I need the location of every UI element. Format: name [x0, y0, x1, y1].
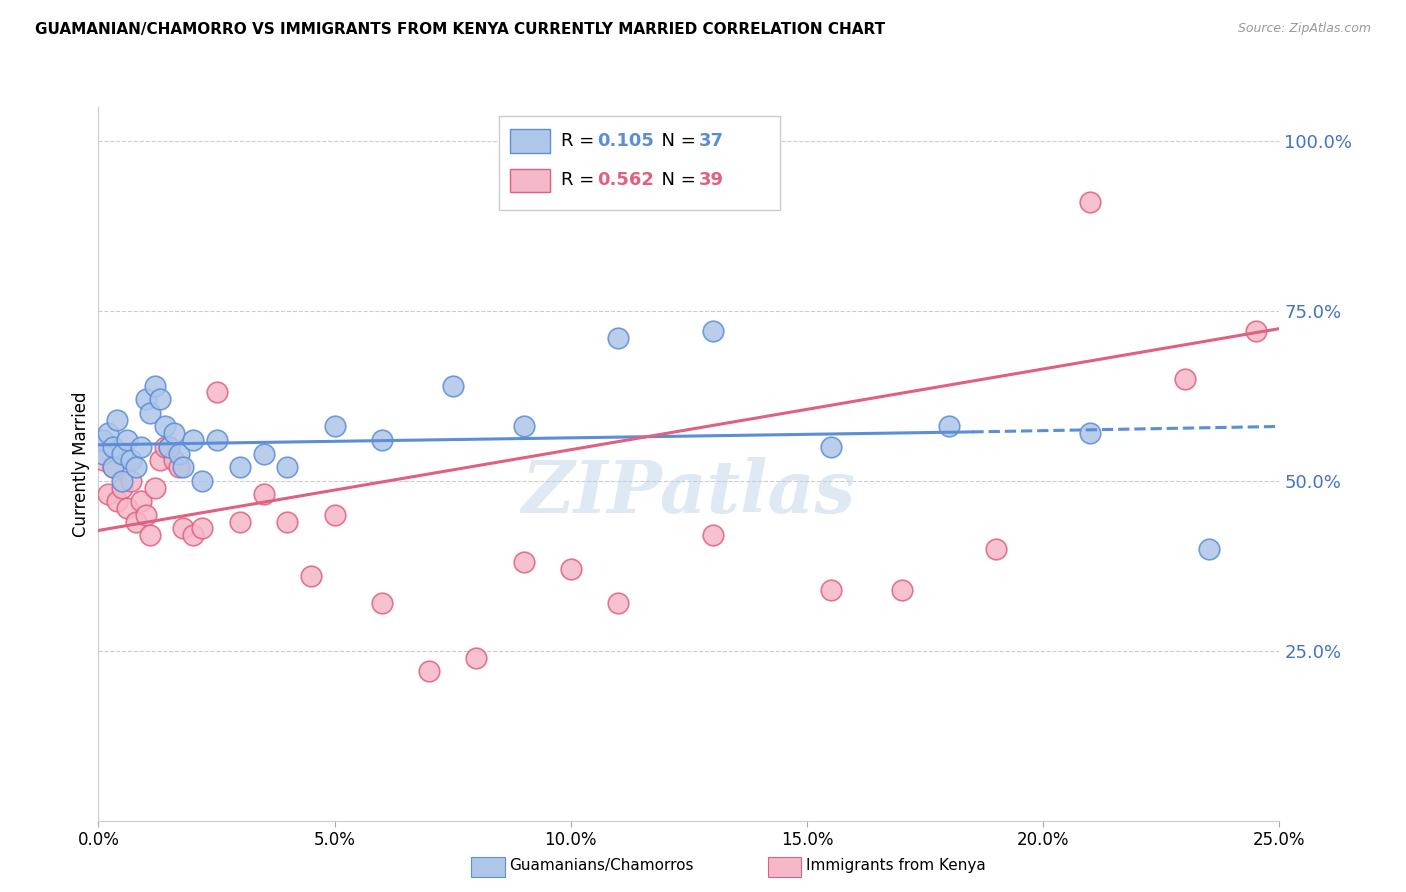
Point — [229, 515, 252, 529]
Point — [1080, 426, 1102, 441]
Point — [607, 331, 630, 345]
Point — [125, 515, 148, 529]
Point — [139, 528, 162, 542]
Text: R =: R = — [561, 171, 600, 189]
Text: R =: R = — [561, 132, 600, 150]
Point — [157, 440, 180, 454]
Point — [97, 487, 120, 501]
Point — [1198, 541, 1220, 556]
Point — [149, 392, 172, 407]
Point — [1244, 324, 1267, 338]
Text: 37: 37 — [699, 132, 724, 150]
Point — [205, 433, 228, 447]
Point — [512, 419, 534, 434]
Point — [101, 460, 124, 475]
Point — [125, 460, 148, 475]
Point — [167, 447, 190, 461]
Text: GUAMANIAN/CHAMORRO VS IMMIGRANTS FROM KENYA CURRENTLY MARRIED CORRELATION CHART: GUAMANIAN/CHAMORRO VS IMMIGRANTS FROM KE… — [35, 22, 886, 37]
Point — [163, 453, 186, 467]
Point — [418, 664, 440, 678]
Point — [607, 596, 630, 610]
Point — [371, 596, 394, 610]
Point — [121, 453, 143, 467]
Point — [371, 433, 394, 447]
Point — [101, 440, 124, 454]
Y-axis label: Currently Married: Currently Married — [72, 391, 90, 537]
Point — [253, 447, 276, 461]
Point — [111, 447, 134, 461]
Point — [143, 378, 166, 392]
Text: ZIPatlas: ZIPatlas — [522, 457, 856, 528]
Point — [465, 650, 488, 665]
Text: Guamanians/Chamorros: Guamanians/Chamorros — [509, 858, 693, 872]
Point — [560, 562, 582, 576]
Point — [191, 474, 214, 488]
Point — [253, 487, 276, 501]
Point — [91, 433, 114, 447]
Point — [984, 541, 1007, 556]
Text: N =: N = — [650, 171, 702, 189]
Point — [276, 515, 298, 529]
Point — [129, 494, 152, 508]
Point — [149, 453, 172, 467]
Point — [129, 440, 152, 454]
Point — [172, 521, 194, 535]
Point — [820, 440, 842, 454]
Point — [101, 460, 124, 475]
Point — [115, 433, 138, 447]
Point — [191, 521, 214, 535]
Point — [135, 508, 157, 522]
Point — [890, 582, 912, 597]
Point — [702, 324, 724, 338]
Point — [1080, 195, 1102, 210]
Point — [135, 392, 157, 407]
Point — [143, 481, 166, 495]
Point — [153, 440, 176, 454]
Point — [820, 582, 842, 597]
Point — [105, 412, 128, 426]
Point — [153, 419, 176, 434]
Point — [172, 460, 194, 475]
Point — [938, 419, 960, 434]
Text: 39: 39 — [699, 171, 724, 189]
Point — [163, 426, 186, 441]
Point — [91, 447, 114, 461]
Point — [441, 378, 464, 392]
Point — [229, 460, 252, 475]
Text: Source: ZipAtlas.com: Source: ZipAtlas.com — [1237, 22, 1371, 36]
Point — [1174, 372, 1197, 386]
Point — [512, 555, 534, 569]
Point — [91, 453, 114, 467]
Point — [167, 460, 190, 475]
Point — [276, 460, 298, 475]
Point — [702, 528, 724, 542]
Point — [115, 501, 138, 516]
Point — [323, 419, 346, 434]
Text: 0.562: 0.562 — [598, 171, 654, 189]
Text: 0.105: 0.105 — [598, 132, 654, 150]
Point — [105, 494, 128, 508]
Point — [181, 433, 204, 447]
Point — [139, 406, 162, 420]
Point — [157, 440, 180, 454]
Point — [323, 508, 346, 522]
Point — [111, 474, 134, 488]
Point — [205, 385, 228, 400]
Point — [299, 569, 322, 583]
Text: N =: N = — [650, 132, 702, 150]
Point — [97, 426, 120, 441]
Point — [111, 481, 134, 495]
Text: Immigrants from Kenya: Immigrants from Kenya — [806, 858, 986, 872]
Point — [121, 474, 143, 488]
Point — [181, 528, 204, 542]
